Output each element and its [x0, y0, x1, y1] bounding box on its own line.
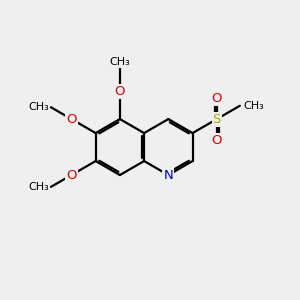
- Text: N: N: [164, 169, 173, 182]
- Text: CH₃: CH₃: [110, 57, 130, 67]
- Text: O: O: [212, 134, 222, 147]
- Text: CH₃: CH₃: [243, 101, 264, 111]
- Text: O: O: [115, 85, 125, 98]
- Text: CH₃: CH₃: [28, 182, 50, 192]
- Text: O: O: [212, 92, 222, 105]
- Text: O: O: [66, 112, 77, 126]
- Text: O: O: [66, 169, 77, 182]
- Text: CH₃: CH₃: [28, 102, 50, 112]
- Text: S: S: [213, 112, 221, 126]
